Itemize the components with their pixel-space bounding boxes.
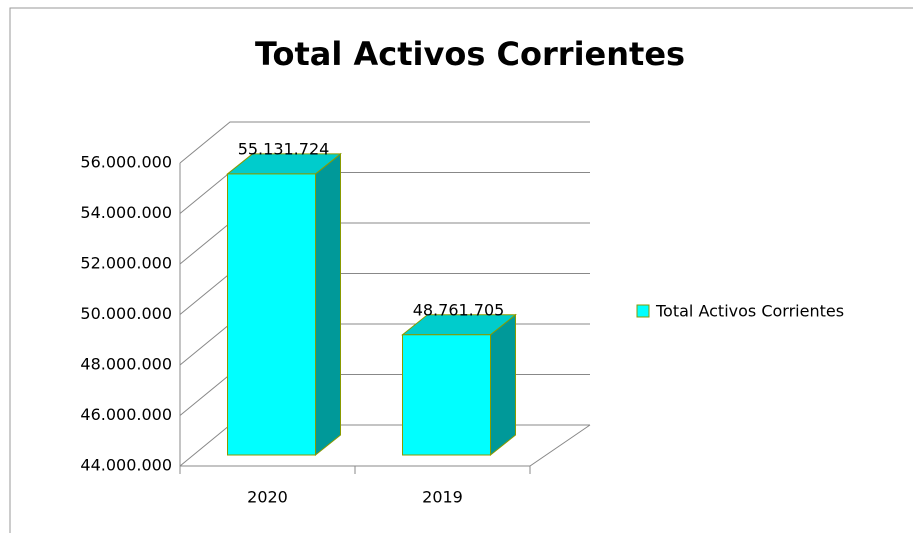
x-tick-label: 2020 bbox=[247, 488, 288, 507]
legend-label: Total Activos Corrientes bbox=[655, 302, 844, 321]
chart-title: Total Activos Corrientes bbox=[255, 35, 685, 73]
y-tick-label: 56.000.000 bbox=[80, 153, 172, 172]
y-tick-label: 46.000.000 bbox=[80, 405, 172, 424]
y-tick-label: 44.000.000 bbox=[80, 456, 172, 475]
x-tick-label: 2019 bbox=[422, 488, 463, 507]
value-label: 55.131.724 bbox=[238, 139, 330, 158]
legend-swatch bbox=[636, 304, 650, 318]
grid-line bbox=[179, 121, 590, 164]
value-label: 48.761.705 bbox=[413, 300, 505, 319]
y-tick-label: 50.000.000 bbox=[80, 304, 172, 323]
bar-side bbox=[315, 152, 341, 457]
y-tick-label: 54.000.000 bbox=[80, 203, 172, 222]
bar bbox=[402, 334, 491, 456]
bar bbox=[227, 173, 316, 456]
chart-frame bbox=[9, 7, 913, 533]
y-tick-label: 52.000.000 bbox=[80, 254, 172, 273]
y-tick-label: 48.000.000 bbox=[80, 355, 172, 374]
bar-side bbox=[490, 313, 516, 457]
